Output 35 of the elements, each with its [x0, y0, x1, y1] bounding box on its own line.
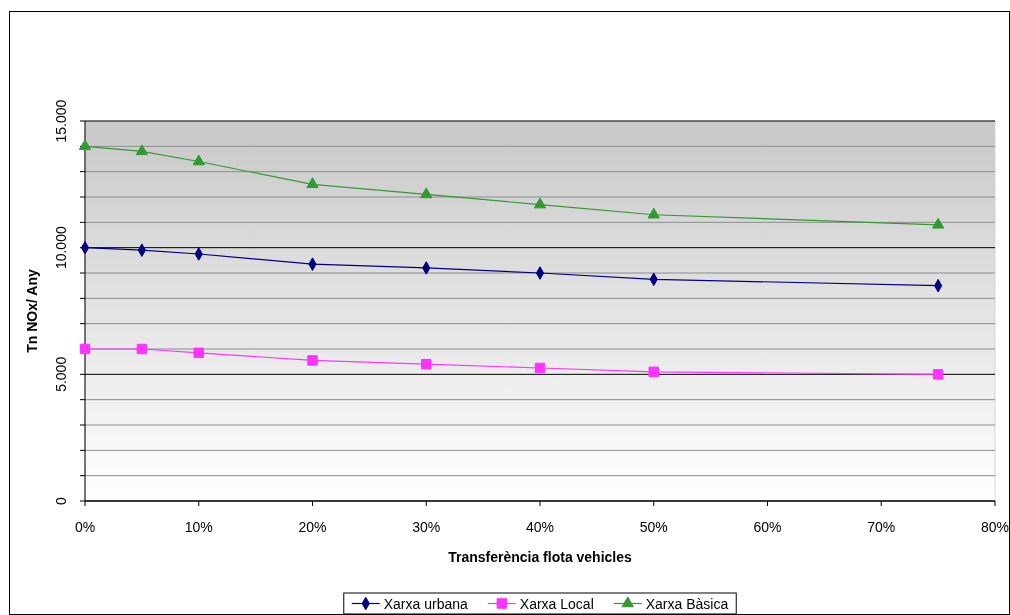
point [135, 144, 149, 156]
point [535, 266, 545, 280]
point [79, 343, 91, 355]
y-axis-title: Tn NOx/ Any [24, 269, 40, 353]
point [306, 177, 319, 189]
x-tick-label: 30% [412, 519, 441, 535]
point [421, 358, 432, 370]
point [192, 154, 205, 166]
point [534, 362, 546, 374]
legend-label: Xarxa Local [519, 596, 594, 612]
point [420, 187, 433, 199]
y-tick-label: 15.000 [53, 99, 69, 143]
x-tick-label: 40% [525, 519, 555, 535]
point [648, 366, 659, 378]
x-axis-title: Transferència flota vehicles [448, 549, 633, 565]
x-tick-label: 20% [298, 519, 327, 535]
x-tick-label: 50% [639, 519, 668, 535]
x-tick-label: 60% [753, 519, 782, 535]
point [931, 217, 945, 229]
point [193, 347, 204, 359]
y-tick-label: 5.000 [53, 356, 69, 392]
point [307, 355, 318, 366]
x-tick-label: 10% [184, 519, 213, 535]
point [932, 369, 944, 380]
point [533, 197, 547, 209]
legend-label: Xarxa Bàsica [645, 596, 729, 612]
x-tick-label: 80% [980, 519, 1010, 535]
point [78, 139, 92, 151]
point [136, 343, 148, 355]
y-tick-label: 0 [53, 496, 69, 505]
y-tick-label: 10.000 [53, 226, 69, 270]
x-tick-label: 0% [74, 519, 96, 535]
x-tick-label: 70% [867, 519, 896, 535]
point [647, 207, 660, 219]
legend-label: Xarxa urbana [383, 596, 469, 612]
